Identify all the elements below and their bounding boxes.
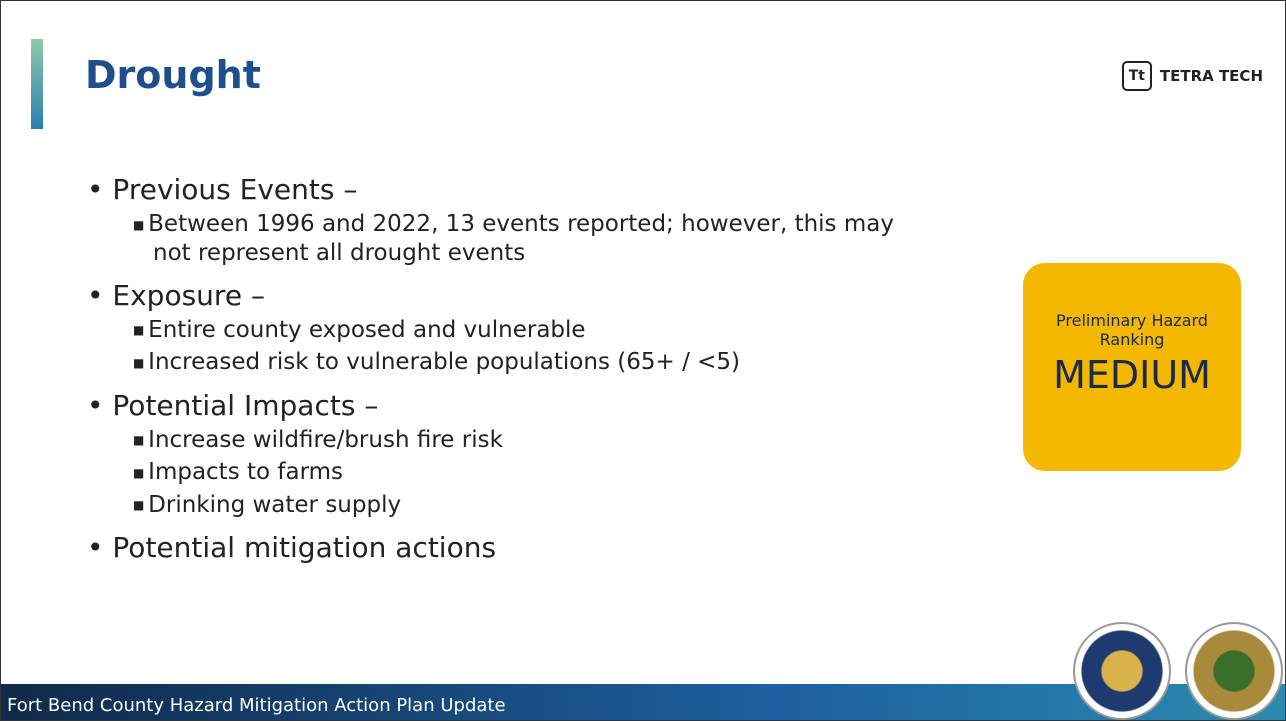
bullet: Potential Impacts – — [87, 389, 967, 422]
accent-bar — [31, 39, 43, 129]
ranking-label: Preliminary Hazard Ranking — [1056, 311, 1208, 349]
footer-text: Fort Bend County Hazard Mitigation Actio… — [7, 695, 506, 716]
sub-bullet: Entire county exposed and vulnerable — [133, 316, 933, 345]
sub-bullet: Drinking water supply — [133, 491, 933, 520]
logo-text: TETRA TECH — [1159, 67, 1263, 85]
sub-bullet: Increase wildfire/brush fire risk — [133, 426, 933, 455]
sub-bullet: Between 1996 and 2022, 13 events reporte… — [133, 210, 933, 267]
seal — [1185, 622, 1283, 720]
ranking-box: Preliminary Hazard Ranking MEDIUM — [1023, 263, 1241, 471]
footer: Fort Bend County Hazard Mitigation Actio… — [1, 684, 1285, 720]
seal — [1073, 622, 1171, 720]
logo-icon: Tt — [1121, 61, 1152, 91]
bullet: Exposure – — [87, 279, 967, 312]
sub-bullet: Increased risk to vulnerable populations… — [133, 348, 933, 377]
title: Drought — [85, 53, 261, 97]
sub-bullet: Impacts to farms — [133, 458, 933, 487]
bullet-list: Previous Events – Between 1996 and 2022, … — [87, 161, 967, 564]
ranking-value: MEDIUM — [1053, 353, 1211, 397]
bullet: Previous Events – — [87, 173, 967, 206]
logo: Tt TETRA TECH — [1121, 61, 1263, 91]
bullet: Potential mitigation actions — [87, 531, 967, 564]
